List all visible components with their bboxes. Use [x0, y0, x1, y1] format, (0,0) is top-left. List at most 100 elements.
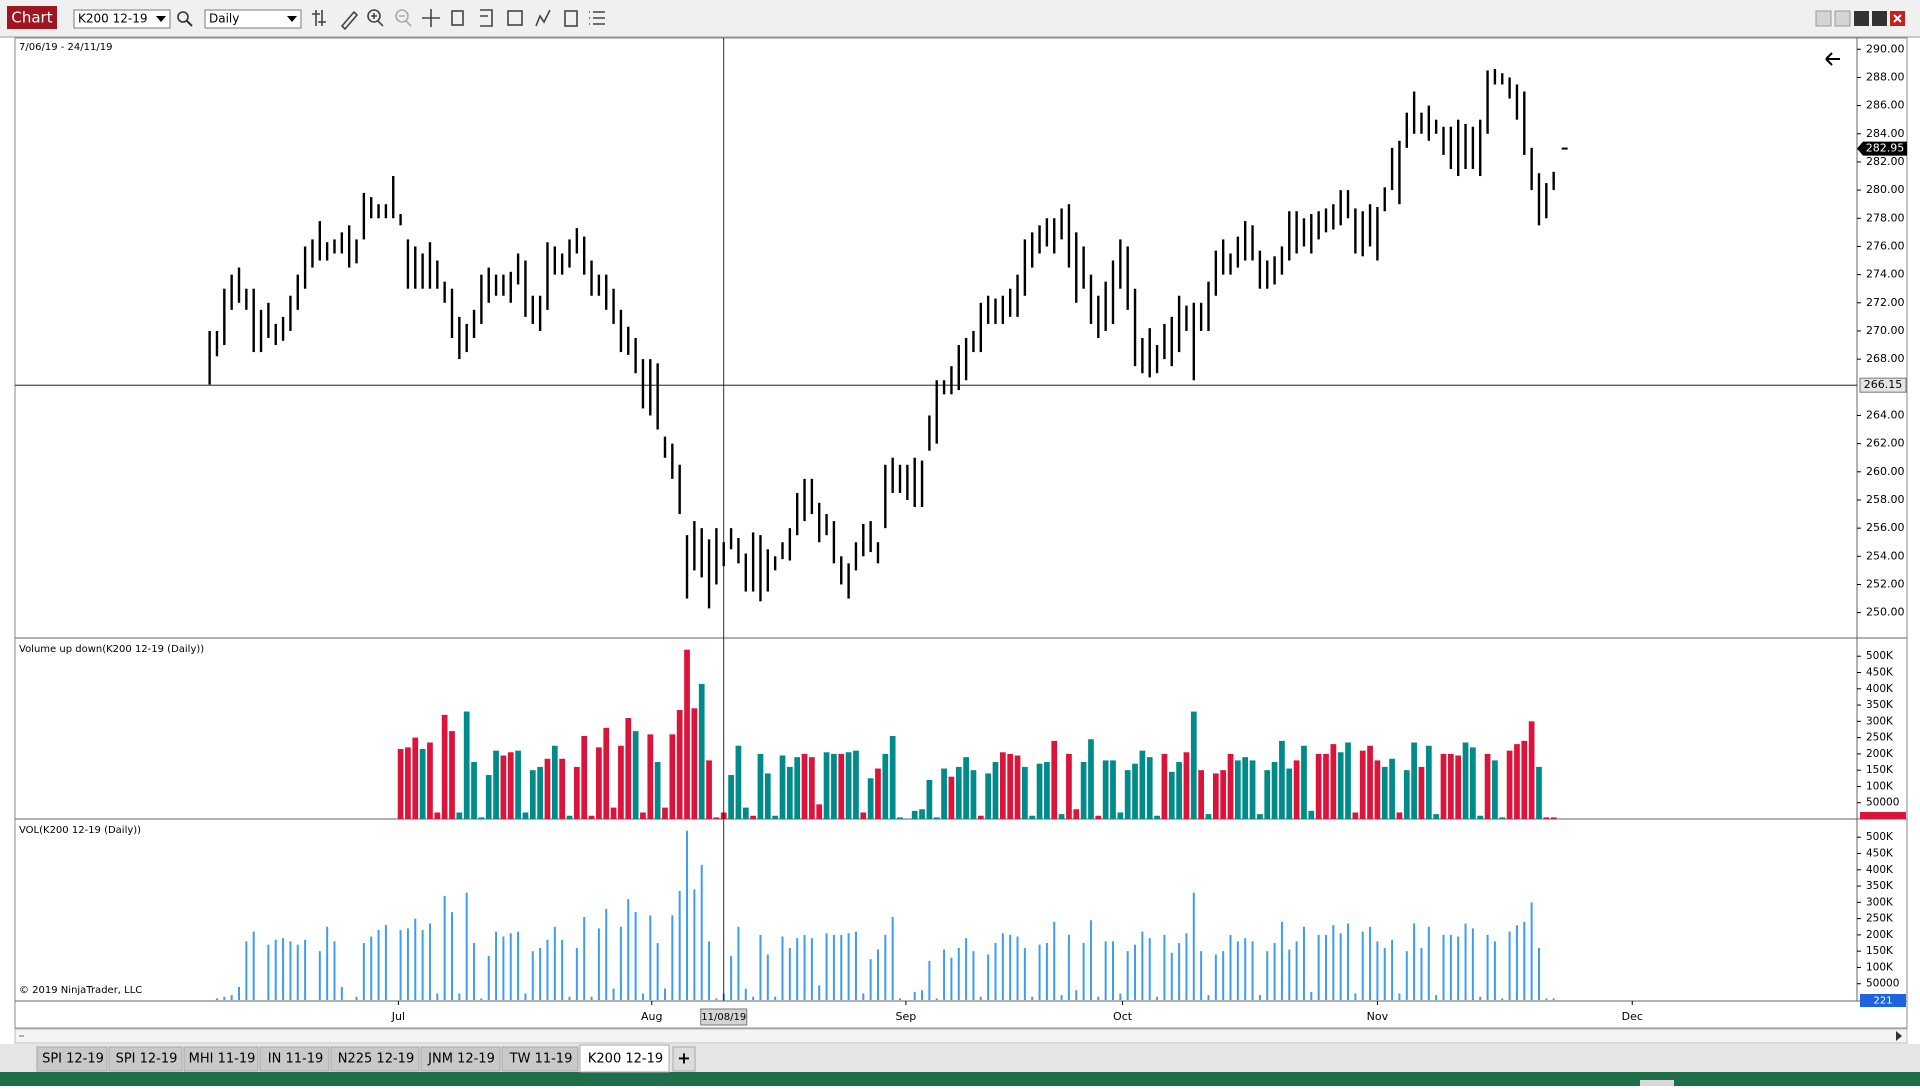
y-tick-label: 250K [1866, 913, 1894, 925]
volume-bar [1051, 740, 1058, 819]
volume-bar [515, 750, 521, 819]
volume-bar [1330, 744, 1337, 819]
tab[interactable] [579, 1044, 670, 1073]
icon-template[interactable] [480, 9, 493, 27]
toolbar-icons [312, 9, 605, 31]
volume-bar [1249, 760, 1256, 819]
new-tab-button[interactable] [672, 1046, 696, 1072]
window-button[interactable] [1834, 10, 1851, 27]
y-tick-label: 50000 [1866, 978, 1899, 990]
restore-button[interactable] [1872, 11, 1887, 26]
scroll-right[interactable] [1896, 1031, 1902, 1041]
volume-bar [713, 817, 720, 819]
volume-bar [1007, 753, 1014, 819]
icon-list[interactable] [589, 11, 605, 25]
window-button[interactable] [1815, 10, 1832, 27]
volume-bar [1315, 753, 1322, 819]
icon-strategy[interactable] [535, 9, 551, 27]
volume-marker-label: 221 [1873, 996, 1892, 1007]
icon-bars[interactable] [312, 10, 326, 26]
tab[interactable] [259, 1046, 330, 1072]
panel-title: VOL(K200 12-19 (Daily)) [19, 825, 141, 836]
tab[interactable] [36, 1046, 108, 1072]
y-tick-label: 262.00 [1866, 437, 1905, 450]
tab[interactable] [183, 1046, 259, 1072]
tab-label: SPI 12-19 [116, 1052, 178, 1067]
y-tick-label: 100K [1866, 961, 1894, 973]
y-tick-label: 150K [1866, 764, 1894, 776]
tab[interactable] [330, 1046, 420, 1072]
volume-bar [456, 812, 463, 819]
icon-crosshair[interactable] [422, 9, 440, 27]
volume-bar [1308, 810, 1315, 819]
volume-bar [1271, 762, 1278, 819]
tabs: SPI 12-19 SPI 12-19 MHI 11-19 IN 11-19 N225 … [36, 1044, 696, 1073]
icon-zoom-in[interactable] [367, 9, 381, 23]
y-tick-label: 450K [1866, 667, 1894, 679]
panel-title: Volume up down(K200 12-19 (Daily)) [19, 644, 204, 655]
volume-bar [551, 745, 558, 819]
back-arrow[interactable] [1825, 52, 1840, 66]
icon-data-box[interactable] [564, 10, 578, 27]
scrollbar[interactable] [14, 1028, 1908, 1044]
interval-select[interactable] [204, 9, 302, 29]
volume-bar [750, 815, 756, 819]
volume-bar [647, 734, 654, 819]
crosshair-price-box [1859, 377, 1907, 393]
icon-pencil[interactable] [340, 10, 359, 31]
volume-bar [1234, 760, 1241, 819]
y-tick-label: 256.00 [1866, 521, 1905, 534]
tab[interactable] [501, 1046, 579, 1072]
volume-bar [1183, 752, 1190, 819]
volume-bar [809, 757, 815, 819]
icon-screenshot[interactable] [507, 10, 523, 26]
y-tick-label: 264.00 [1866, 408, 1905, 421]
volume-bar [1293, 760, 1300, 819]
volume-bar [537, 766, 543, 819]
volume-bar [911, 810, 918, 819]
taskbar-strip [0, 1072, 1920, 1086]
volume-bar [1337, 752, 1344, 819]
volume-bar [1264, 770, 1271, 819]
volume-bar [831, 753, 837, 819]
volume-bar [507, 752, 514, 819]
minimize-button[interactable] [1854, 11, 1869, 26]
volume-bar [1462, 742, 1469, 819]
y-tick-label: 272.00 [1866, 296, 1905, 309]
volume-bar [691, 708, 698, 819]
volume-bar [1514, 744, 1520, 819]
volume-bar [779, 755, 786, 819]
volume-bar [1080, 762, 1087, 819]
tab[interactable] [108, 1046, 183, 1072]
volume-bar [1543, 817, 1550, 819]
range-label: 7/06/19 - 24/11/19 [19, 42, 112, 53]
volume-bar [757, 753, 764, 819]
y-tick-label: 290.00 [1866, 42, 1905, 55]
search-icon[interactable] [177, 11, 189, 23]
volume-bar [838, 753, 845, 819]
volume-bar [662, 807, 668, 819]
y-tick-label: 50000 [1866, 797, 1899, 809]
x-tick-label: Jul [391, 1010, 405, 1023]
icon-zoom-out[interactable] [395, 9, 409, 23]
volume-bar [610, 807, 617, 819]
volume-bar [441, 714, 448, 819]
volume-bar [654, 762, 661, 819]
volume-bar [1227, 753, 1234, 819]
y-tick-label: 350K [1866, 880, 1894, 892]
tab[interactable] [420, 1046, 501, 1072]
instrument-select[interactable] [73, 9, 171, 29]
volume-bar [1073, 809, 1080, 819]
volume-bar [493, 750, 499, 819]
y-tick-label: 400K [1866, 864, 1894, 876]
volume-bar [522, 812, 529, 819]
last-price-box [1857, 141, 1907, 156]
volume-bar [1433, 814, 1440, 819]
dropdown-arrow [156, 16, 166, 22]
volume-bar [1447, 753, 1454, 819]
volume-bar [1095, 815, 1102, 819]
volume-bar [941, 768, 947, 819]
volume-bar [559, 758, 566, 819]
icon-properties[interactable] [451, 10, 464, 26]
